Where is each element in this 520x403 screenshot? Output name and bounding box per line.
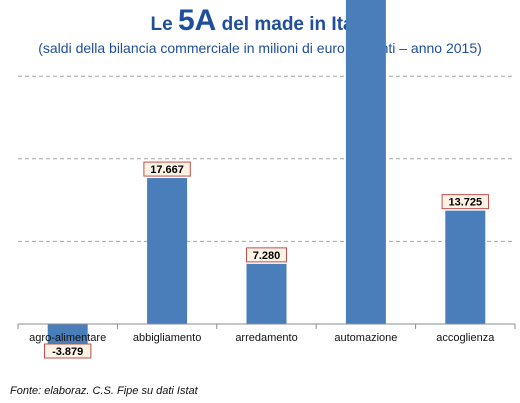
bar-arredamento bbox=[246, 263, 287, 324]
category-label: arredamento bbox=[235, 332, 297, 344]
category-label: agro-alimentare bbox=[29, 332, 106, 344]
data-label-box bbox=[441, 194, 490, 210]
category-label: automazione bbox=[334, 332, 397, 344]
category-label: abbigliamento bbox=[133, 332, 202, 344]
data-label-box bbox=[44, 343, 92, 359]
data-label: -3.879 bbox=[52, 346, 83, 358]
data-label-box bbox=[143, 161, 191, 177]
bar-automazione bbox=[345, 0, 386, 324]
bar-chart: agro-alimentare abbigliamento arredamento a… bbox=[17, 0, 516, 359]
chart-title-prefix: Le bbox=[150, 14, 178, 35]
bar-abbigliamento bbox=[147, 178, 188, 324]
category-label: accoglienza bbox=[436, 332, 495, 344]
data-label: 13.725 bbox=[448, 197, 482, 209]
bar-accoglienza bbox=[445, 210, 486, 324]
chart-title-5a: 5A bbox=[177, 4, 217, 37]
source-note: Fonte: elaboraz. C.S. Fipe su dati Istat bbox=[10, 385, 198, 397]
chart-title-suffix: del made in Italy bbox=[216, 14, 370, 35]
chart-title: Le 5A del made in Italy bbox=[0, 4, 520, 38]
data-label: 7.280 bbox=[253, 250, 281, 262]
data-label: 17.667 bbox=[150, 164, 184, 176]
data-label-box bbox=[246, 247, 287, 263]
